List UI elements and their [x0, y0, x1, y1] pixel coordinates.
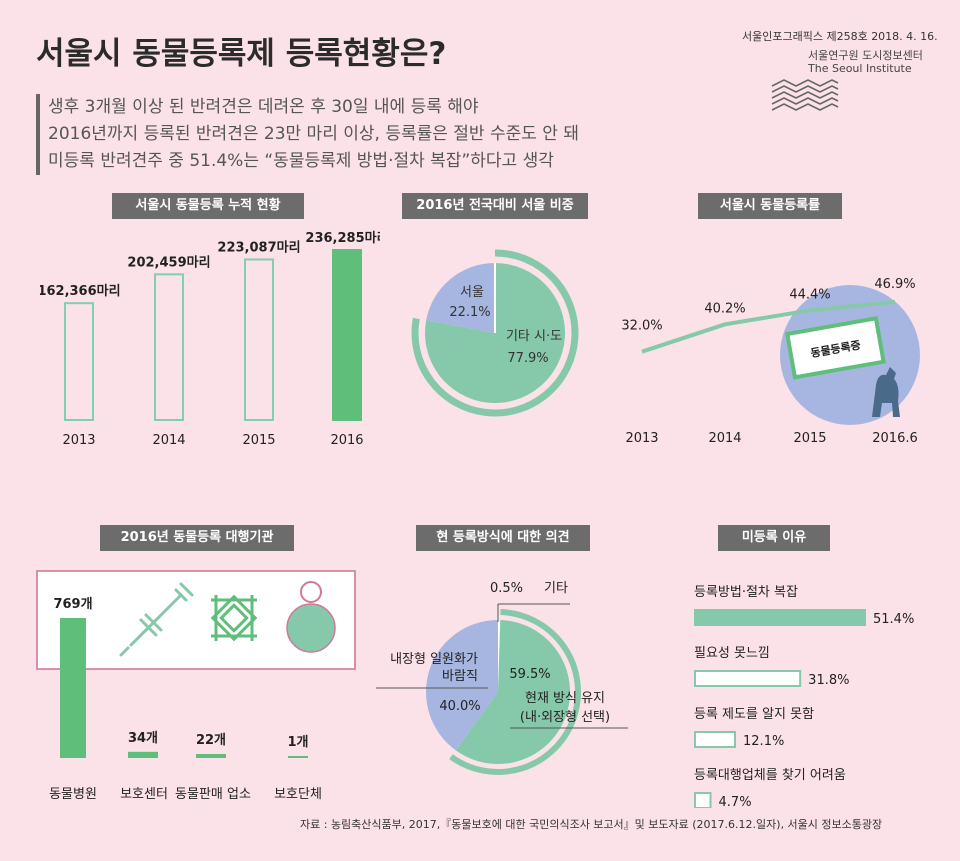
bar	[332, 249, 362, 421]
bar	[60, 618, 86, 758]
pie-label-etc: 기타	[544, 581, 568, 596]
chart-title-opinion: 현 등록방식에 대한 의견	[416, 525, 590, 551]
x-tick-label: 2013	[62, 433, 95, 448]
pie-label-builtin: 바람직	[442, 669, 478, 684]
pie-label-seoul: 서울	[460, 285, 484, 300]
x-tick-label: 동물병원	[49, 787, 97, 802]
bar	[694, 609, 866, 626]
page-title: 서울시 동물등록제 등록현황은?	[36, 36, 447, 72]
institute-name-en: The Seoul Institute	[808, 62, 912, 75]
x-tick-label: 동물판매 업소	[175, 787, 251, 802]
microchip-icon	[210, 594, 258, 642]
pie-value-seoul: 22.1%	[449, 305, 490, 320]
institute-name-ko: 서울연구원 도시정보센터	[808, 49, 923, 62]
pie-label-builtin: 내장형 일원화가	[390, 652, 478, 667]
institute-logo-icon	[771, 79, 839, 111]
subtitle-line: 생후 3개월 이상 된 반려견은 데려온 후 30일 내에 등록 해야	[48, 97, 479, 117]
bar	[694, 670, 802, 687]
chart-title-agencies: 2016년 동물등록 대행기관	[100, 525, 294, 551]
bar-value-label: 769개	[53, 597, 92, 612]
category-label: 등록방법·절차 복잡	[694, 585, 798, 600]
bar	[244, 258, 274, 422]
pie-label-keep: 현재 방식 유지	[525, 691, 605, 706]
rate-value-label: 44.4%	[789, 287, 830, 302]
chart-title-reasons: 미등록 이유	[718, 525, 830, 551]
bar-value-label: 162,366마리	[40, 283, 121, 299]
source-footer: 자료 : 농림축산식품부, 2017,『동물보호에 대한 국민의식조사 보고서』…	[300, 818, 883, 831]
x-tick-label: 보호센터	[120, 787, 168, 802]
bar-value-label: 31.8%	[808, 673, 849, 688]
bar	[694, 731, 737, 748]
bar	[154, 273, 184, 422]
bar-value-label: 236,285마리	[305, 230, 380, 246]
x-tick-label: 2013	[625, 431, 658, 446]
bar-value-label: 12.1%	[743, 734, 784, 749]
pie-label-keep: (내·외장형 선택)	[520, 710, 610, 725]
bar-value-label: 223,087마리	[217, 239, 300, 255]
dog-icon	[872, 367, 900, 417]
x-tick-label: 2014	[708, 431, 741, 446]
bar	[694, 792, 712, 808]
bar-value-label: 22개	[196, 733, 226, 748]
rate-value-label: 32.0%	[621, 319, 662, 334]
share-pie-chart: 서울 22.1% 기타 시·도 77.9%	[411, 249, 579, 417]
subtitle-block: 생후 3개월 이상 된 반려견은 데려온 후 30일 내에 등록 해야 2016…	[36, 94, 579, 175]
syringe-icon	[119, 582, 194, 657]
pie-value-keep: 59.5%	[509, 667, 550, 682]
rate-line	[641, 300, 896, 354]
bar	[64, 302, 94, 421]
tag-ring-icon	[300, 581, 322, 603]
pie-value-builtin: 40.0%	[439, 699, 480, 714]
chart-title-rate: 서울시 동물등록률	[698, 193, 842, 219]
rate-value-label: 46.9%	[874, 277, 915, 292]
chart-title-cumulative: 서울시 동물등록 누적 현황	[112, 193, 304, 219]
bar	[128, 751, 158, 758]
category-label: 등록대행업체를 찾기 어려움	[694, 767, 846, 783]
bar-value-label: 4.7%	[719, 795, 752, 808]
certificate-card-icon: 동물등록증	[784, 316, 886, 380]
subtitle-line: 2016년까지 등록된 반려견은 23만 마리 이상, 등록률은 절반 수준도 …	[48, 124, 579, 144]
x-tick-label: 2016	[330, 433, 363, 448]
reasons-bar-chart: 등록방법·절차 복잡 51.4% 필요성 못느낌 31.8% 등록 제도를 알지 못함 1…	[690, 578, 940, 808]
x-tick-label: 2014	[152, 433, 185, 448]
rate-line-chart: 동물등록증 32.0% 2013 40.2% 2014 44.4% 2015 46.9% 201…	[600, 255, 940, 455]
pie-label-other: 기타 시·도	[506, 329, 562, 344]
subtitle-line: 미등록 반려견주 중 51.4%는 “동물등록제 방법·절차 복잡”하다고 생각	[48, 151, 554, 171]
pie-slice-builtin	[426, 620, 498, 751]
x-tick-label: 2016.6	[872, 431, 918, 446]
bar-value-label: 51.4%	[873, 612, 914, 627]
x-tick-label: 보호단체	[274, 787, 322, 802]
pie-slice-etc	[498, 620, 501, 692]
bar-value-label: 34개	[128, 731, 158, 746]
bar-value-label: 202,459마리	[127, 254, 210, 270]
cumulative-bar-chart: 162,366마리 2013 202,459마리 2014 223,087마리 2015 2…	[40, 230, 380, 455]
x-tick-label: 2015	[793, 431, 826, 446]
bar-value-label: 1개	[287, 735, 308, 750]
pet-tag-icon	[286, 603, 336, 653]
pie-value-etc: 0.5%	[490, 581, 523, 596]
rate-value-label: 40.2%	[704, 301, 745, 316]
x-tick-label: 2015	[242, 433, 275, 448]
chart-title-share: 2016년 전국대비 서울 비중	[402, 193, 588, 219]
certificate-card	[784, 316, 886, 380]
pie-slice-seoul	[426, 263, 495, 333]
category-label: 필요성 못느낌	[694, 646, 770, 661]
pie-outer-ring	[411, 249, 579, 417]
category-label: 등록 제도를 알지 못함	[694, 707, 814, 722]
pie-outer-ring	[449, 609, 581, 775]
issue-info: 서울인포그래픽스 제258호 2018. 4. 16.	[742, 30, 938, 43]
bar	[288, 756, 308, 758]
pie-value-other: 77.9%	[507, 351, 548, 366]
bar	[196, 753, 226, 758]
